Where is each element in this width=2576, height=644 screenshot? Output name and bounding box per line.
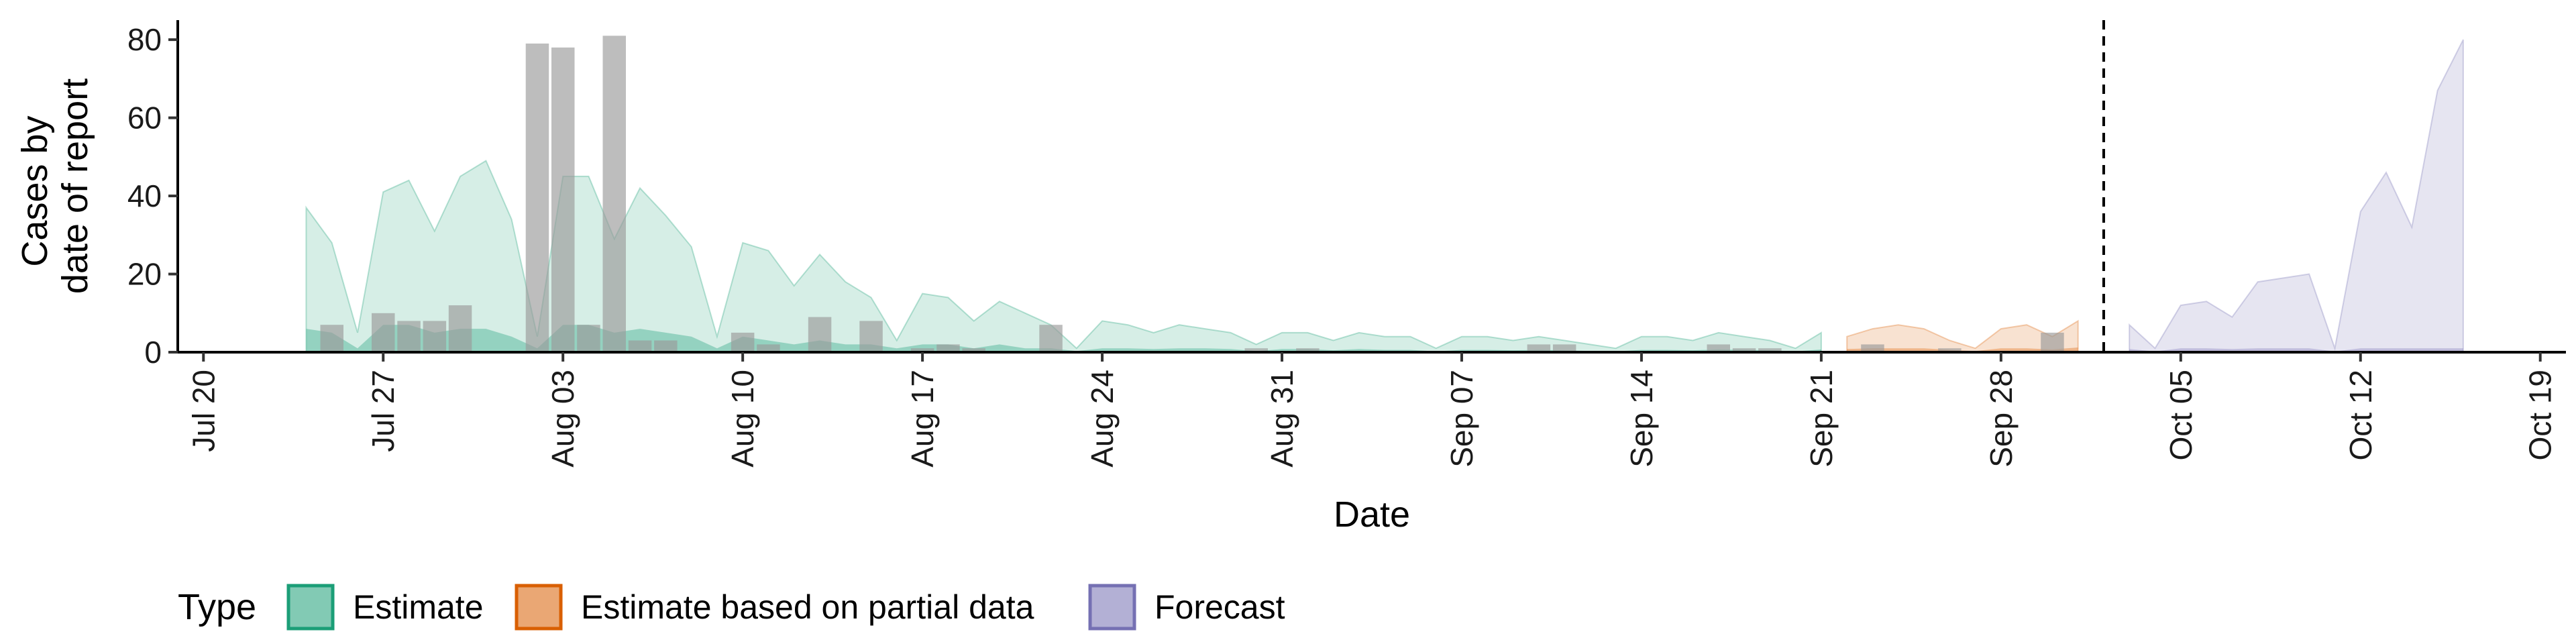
case-bar [372,313,395,352]
case-bar [320,325,343,352]
bars-layer [320,36,2064,353]
case-bar [1758,348,1782,352]
y-tick-label: 20 [127,257,162,292]
case-bar [1244,348,1268,352]
case-bar [577,325,600,352]
case-bar [602,36,626,353]
case-bar [731,332,755,352]
case-bar [1707,344,1730,352]
case-bar [551,47,575,353]
case-bar [757,344,780,352]
case-bar [859,321,883,352]
x-tick-label: Oct 19 [2523,370,2558,461]
case-bar [1938,348,1962,352]
legend-key-estimate-based-on-partial-data [515,584,563,631]
legend-label-forecast: Forecast [1155,588,1285,626]
case-bar [1039,325,1063,352]
case-bar [962,348,985,352]
axes-layer: 0 20 40 60 80 Jul 20 Jul 27 Aug 03 Aug 10 Aug 17 A… [127,20,2566,468]
x-tick-label: Oct 05 [2163,370,2198,461]
case-bar [1732,348,1756,352]
case-bar [1296,348,1320,352]
case-bar [808,317,832,352]
y-axis-title-line-1: Cases by [15,115,55,266]
legend: Type Estimate Estimate based on partial d… [178,584,1285,631]
legend-title: Type [178,587,256,627]
case-bar [910,348,934,352]
case-bar [423,321,447,352]
case-bar [628,340,652,352]
legend-label-estimate: Estimate [353,588,484,626]
case-bar [1861,344,1884,352]
x-tick-label: Aug 24 [1085,370,1120,468]
x-tick-label: Aug 10 [725,370,760,468]
case-bar [397,321,421,352]
x-tick-label: Aug 31 [1265,370,1299,468]
legend-key-estimate [286,584,335,631]
case-bar [525,43,549,353]
y-axis-title-line-2: date of report [55,78,95,294]
x-tick-label: Jul 20 [186,370,221,452]
case-bar [448,305,472,352]
band-outer-forecast [2129,39,2464,353]
x-tick-label: Sep 14 [1624,370,1659,468]
band-inner-estimate [306,325,1821,352]
x-tick-label: Oct 12 [2343,370,2378,461]
case-bar [654,340,678,352]
y-tick-label: 0 [144,335,162,370]
y-tick-label: 60 [127,101,162,136]
legend-label-estimate-based-on-partial-data: Estimate based on partial data [581,588,1034,626]
y-tick-label: 80 [127,22,162,57]
x-tick-label: Aug 17 [905,370,940,468]
case-bar [936,344,960,352]
case-bar [1527,344,1551,352]
x-tick-label: Sep 07 [1444,370,1479,468]
case-bar [2041,332,2064,352]
case-bar [1552,344,1576,352]
y-axis-title: Cases by date of report [15,78,95,294]
x-tick-label: Sep 28 [1984,370,2019,468]
legend-key-forecast [1088,584,1136,631]
bands-layer [305,39,2464,354]
x-tick-label: Aug 03 [545,370,580,468]
y-tick-label: 40 [127,178,162,213]
x-tick-label: Sep 21 [1804,370,1839,468]
x-tick-label: Jul 27 [366,370,400,452]
x-axis-title: Date [1334,494,1410,535]
